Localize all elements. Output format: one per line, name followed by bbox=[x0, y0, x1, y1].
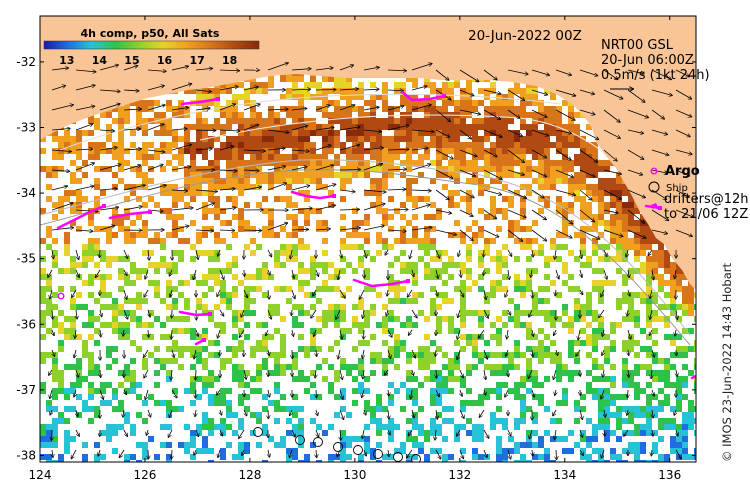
y-tick-label: -36 bbox=[16, 317, 36, 331]
colorbar-tick-label: 13 bbox=[59, 54, 74, 67]
y-tick-label: -34 bbox=[16, 186, 36, 200]
x-tick-label: 134 bbox=[553, 468, 576, 482]
x-tick-label: 128 bbox=[238, 468, 261, 482]
argo-legend-marker bbox=[650, 167, 658, 175]
x-tick-label: 130 bbox=[343, 468, 366, 482]
drifter-tracks bbox=[56, 90, 696, 380]
product-time: 20-Jun 06:00Z bbox=[601, 53, 694, 68]
y-tick-label: -33 bbox=[16, 121, 36, 135]
x-tick-label: 136 bbox=[658, 468, 681, 482]
y-tick-label: -38 bbox=[16, 448, 36, 462]
ship-legend-marker bbox=[648, 181, 660, 193]
y-tick-label: -32 bbox=[16, 55, 36, 69]
legend: Argo Ship drifters@12h to 21/06 12Z bbox=[648, 164, 749, 222]
drifter-legend-marker bbox=[651, 203, 658, 209]
colorbar-tick-label: 14 bbox=[92, 54, 108, 67]
credit-text: © IMOS 23-Jun-2022 14:43 Hobart bbox=[720, 262, 734, 462]
colorbar-ticks: 13 14 15 16 17 18 bbox=[59, 54, 237, 67]
ship-positions bbox=[253, 427, 421, 462]
colorbar-title: 4h comp, p50, All Sats bbox=[81, 27, 220, 40]
colorbar-ramp bbox=[43, 40, 260, 50]
colorbar-tick-label: 18 bbox=[222, 54, 237, 67]
y-axis: -32 -33 -34 -35 -36 -37 -38 bbox=[16, 55, 696, 462]
plot-frame bbox=[39, 15, 697, 463]
y-tick-label: -35 bbox=[16, 252, 36, 266]
vector-scale-label: 0.5m/s (1kt 24h) bbox=[601, 68, 710, 83]
drifter-legend-line1: drifters@12h bbox=[664, 192, 749, 207]
colorbar-tick-label: 15 bbox=[124, 54, 139, 67]
x-tick-label: 126 bbox=[134, 468, 157, 482]
y-tick-label: -37 bbox=[16, 383, 36, 397]
ship-legend-label: Ship bbox=[666, 183, 688, 194]
product-name: NRT00 GSL bbox=[601, 38, 674, 53]
map-date: 20-Jun-2022 00Z bbox=[468, 28, 582, 44]
argo-legend-label: Argo bbox=[665, 164, 700, 179]
x-tick-label: 124 bbox=[29, 468, 52, 482]
x-tick-label: 132 bbox=[448, 468, 471, 482]
colorbar-tick-label: 17 bbox=[189, 54, 204, 67]
colorbar-tick-label: 16 bbox=[157, 54, 173, 67]
current-vectors bbox=[48, 63, 694, 460]
colorbar: 4h comp, p50, All Sats 13 14 15 16 17 18 bbox=[43, 27, 260, 67]
australian-mainland bbox=[40, 16, 696, 290]
drifter-legend-line2: to 21/06 12Z bbox=[664, 207, 748, 222]
x-axis: 124 126 128 130 132 134 136 bbox=[29, 16, 681, 482]
